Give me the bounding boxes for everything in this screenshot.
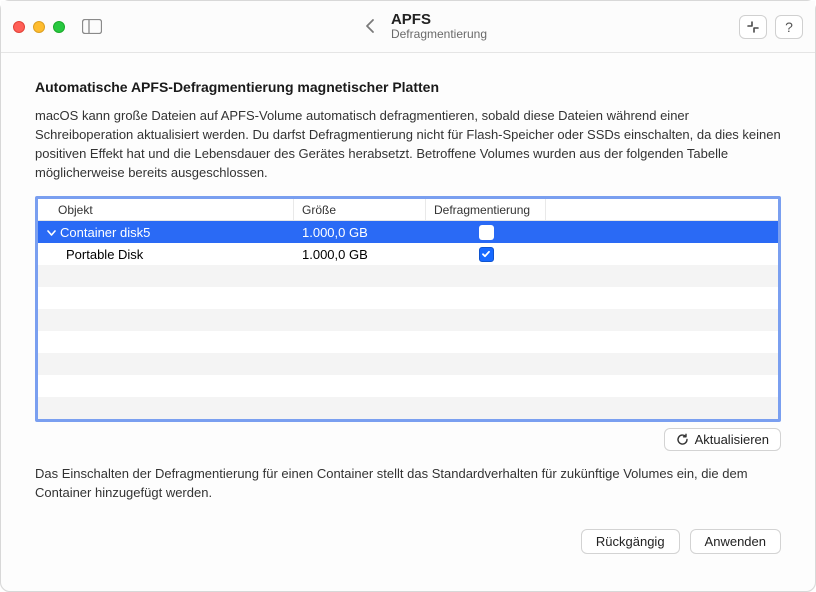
- section-note: Das Einschalten der Defragmentierung für…: [35, 465, 781, 503]
- column-header-spacer: [546, 199, 778, 220]
- close-window-button[interactable]: [13, 21, 25, 33]
- sidebar-icon: [82, 19, 102, 34]
- volumes-table: Objekt Größe Defragmentierung Container …: [35, 196, 781, 422]
- help-button[interactable]: ?: [775, 15, 803, 39]
- section-description: macOS kann große Dateien auf APFS-Volume…: [35, 107, 781, 182]
- defrag-checkbox[interactable]: [479, 247, 494, 262]
- table-row-empty: [38, 331, 778, 353]
- refresh-label: Aktualisieren: [695, 432, 769, 447]
- table-row-empty: [38, 309, 778, 331]
- collapse-icon: [746, 20, 760, 34]
- window-controls: [13, 21, 65, 33]
- apply-label: Anwenden: [705, 534, 766, 549]
- row-name: Portable Disk: [66, 247, 143, 262]
- table-row[interactable]: Portable Disk 1.000,0 GB: [38, 243, 778, 265]
- undo-button[interactable]: Rückgängig: [581, 529, 680, 554]
- row-size: 1.000,0 GB: [294, 221, 426, 243]
- disclosure-triangle[interactable]: [46, 228, 56, 237]
- chevron-left-icon: [365, 18, 375, 34]
- page-title: APFS: [391, 11, 487, 28]
- minimize-window-button[interactable]: [33, 21, 45, 33]
- section-heading: Automatische APFS-Defragmentierung magne…: [35, 79, 781, 95]
- table-row-empty: [38, 397, 778, 419]
- table-row-empty: [38, 353, 778, 375]
- column-header-size[interactable]: Größe: [294, 199, 426, 220]
- zoom-window-button[interactable]: [53, 21, 65, 33]
- toolbar-right: ?: [739, 15, 803, 39]
- back-button[interactable]: [359, 18, 381, 34]
- titlebar: APFS Defragmentierung ?: [1, 1, 815, 53]
- table-row-empty: [38, 287, 778, 309]
- refresh-icon: [676, 433, 689, 446]
- row-name: Container disk5: [60, 225, 150, 240]
- table-header: Objekt Größe Defragmentierung: [38, 199, 778, 221]
- undo-label: Rückgängig: [596, 534, 665, 549]
- refresh-button[interactable]: Aktualisieren: [664, 428, 781, 451]
- check-icon: [481, 249, 491, 259]
- content: Automatische APFS-Defragmentierung magne…: [1, 53, 815, 591]
- defrag-checkbox[interactable]: [479, 225, 494, 240]
- title-area: APFS Defragmentierung: [107, 11, 739, 42]
- row-size: 1.000,0 GB: [294, 243, 426, 265]
- table-row-empty: [38, 265, 778, 287]
- table-row[interactable]: Container disk5 1.000,0 GB: [38, 221, 778, 243]
- collapse-button[interactable]: [739, 15, 767, 39]
- chevron-down-icon: [47, 228, 56, 237]
- toggle-sidebar-button[interactable]: [77, 15, 107, 39]
- footer-buttons: Rückgängig Anwenden: [35, 529, 781, 554]
- table-row-empty: [38, 375, 778, 397]
- refresh-row: Aktualisieren: [35, 428, 781, 451]
- column-header-defrag[interactable]: Defragmentierung: [426, 199, 546, 220]
- page-subtitle: Defragmentierung: [391, 28, 487, 42]
- table-body: Container disk5 1.000,0 GB Portable Disk…: [38, 221, 778, 419]
- column-header-object[interactable]: Objekt: [38, 199, 294, 220]
- apply-button[interactable]: Anwenden: [690, 529, 781, 554]
- help-icon: ?: [785, 19, 793, 35]
- window: APFS Defragmentierung ? Automatische APF…: [0, 0, 816, 592]
